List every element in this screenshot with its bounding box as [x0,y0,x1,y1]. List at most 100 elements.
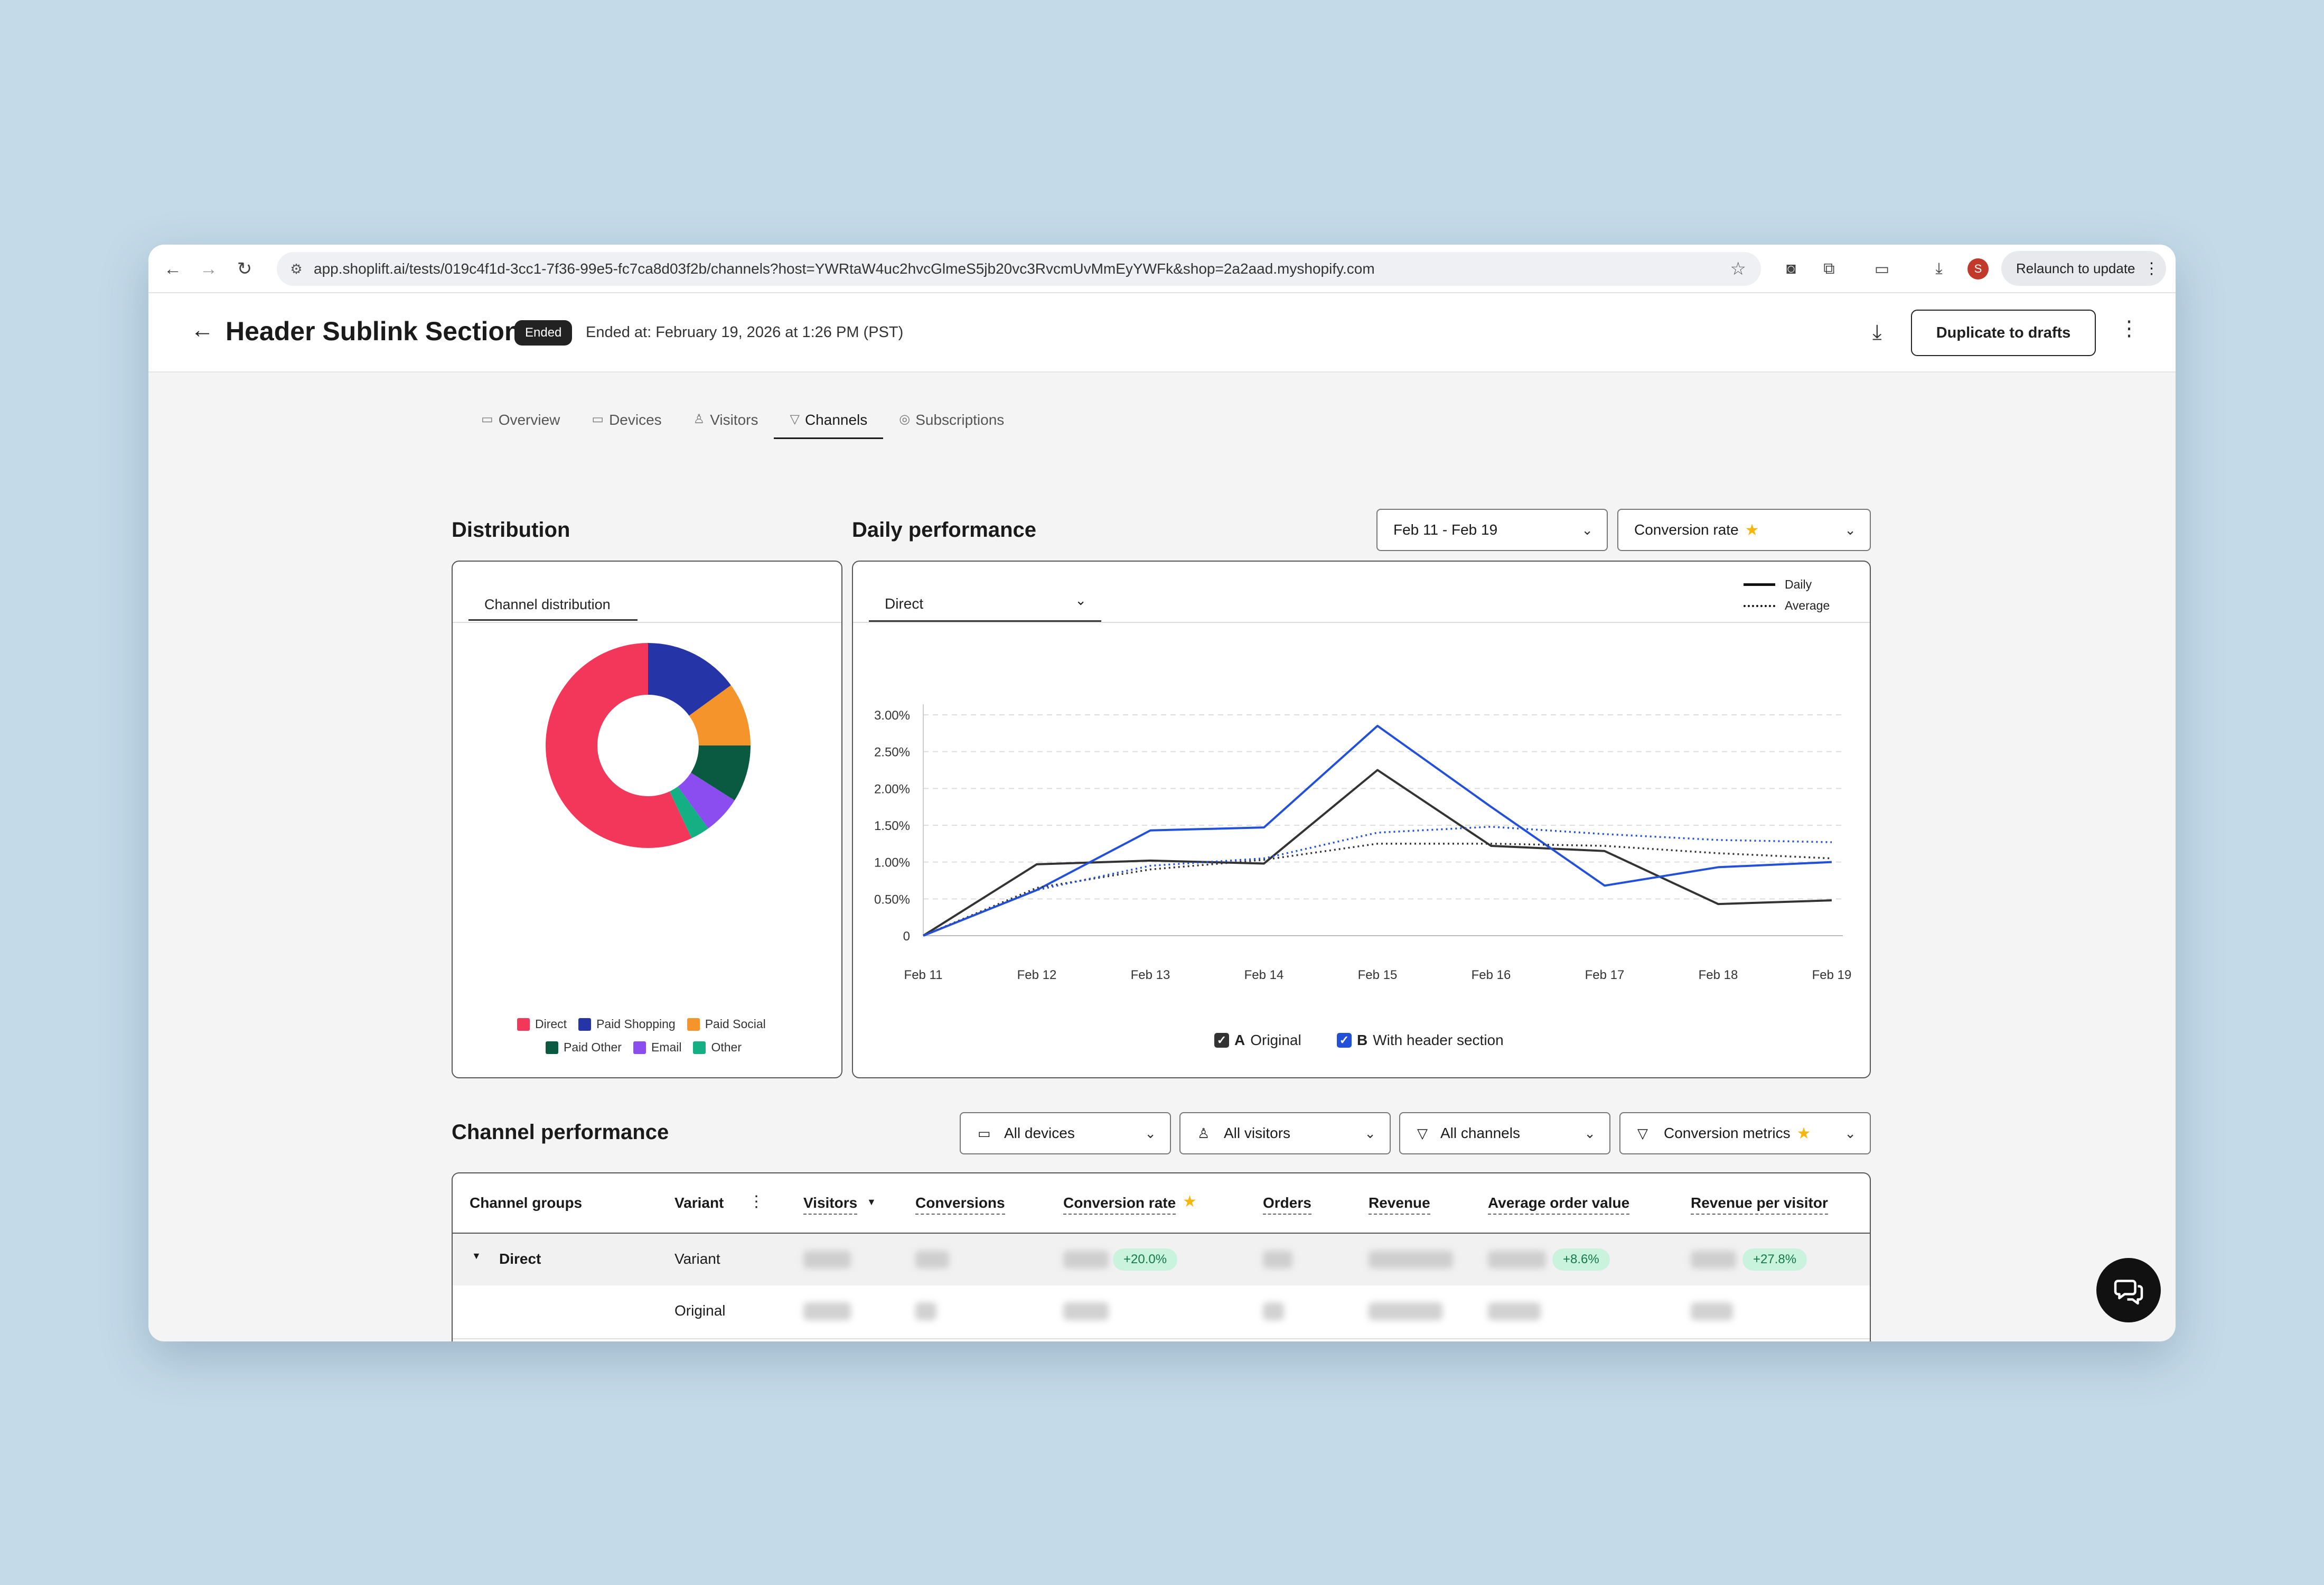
series-line-average-a[interactable] [923,843,1832,937]
legend-label: Paid Other [564,1040,622,1054]
duplicate-to-drafts-button[interactable]: Duplicate to drafts [1911,310,2096,356]
legend-swatch [578,1018,592,1031]
star-icon: ★ [1183,1193,1197,1210]
x-tick-label: Feb 17 [1585,968,1625,982]
tab-overview[interactable]: ▭ Overview [465,397,576,439]
extensions-icon[interactable]: ⧉ [1823,260,1835,277]
channel-select[interactable]: Direct ⌄ [869,592,1101,622]
cast-icon[interactable]: ▭ [1874,260,1890,278]
column-header-orders[interactable]: Orders [1263,1195,1311,1215]
page-title: Header Sublink Section [226,316,521,346]
variant-a-toggle[interactable]: ✓ A Original [1214,1032,1301,1049]
pie-slice-email[interactable] [678,772,735,828]
sort-desc-icon[interactable]: ▼ [867,1197,876,1207]
change-badge: +20.0% [1113,1248,1178,1271]
channel-performance-title: Channel performance [452,1121,669,1144]
change-badge: +27.8% [1742,1248,1807,1271]
metrics-filter-value: Conversion metrics [1664,1125,1791,1141]
column-header-visitors[interactable]: Visitors [803,1195,858,1215]
devices-icon: ▭ [978,1125,991,1141]
forward-icon[interactable]: → [200,258,218,279]
address-bar[interactable]: ⚙ app.shoplift.ai/tests/019c4f1d-3cc1-7f… [277,252,1761,286]
series-line-daily-b[interactable] [923,724,1832,937]
tab-label: Devices [609,412,662,428]
table-row[interactable]: ▼ Direct Variant +20.0% +8.6% +27.8% [453,1234,1870,1285]
legend-daily: Daily [1744,577,1812,592]
monitor-icon: ▭ [481,412,493,426]
legend-email: Email [633,1040,681,1055]
profile-avatar[interactable]: S [1967,258,1989,279]
tab-devices[interactable]: ▭ Devices [576,397,677,439]
variant-b-toggle[interactable]: ✓ B With header section [1337,1032,1504,1049]
daily-performance-card: Direct ⌄ Daily Average 0 0.50% 1.00% 1.50% 2… [852,561,1871,1078]
column-header-rpv[interactable]: Revenue per visitor [1691,1195,1828,1215]
back-icon[interactable]: ← [164,258,182,279]
solid-line-swatch [1744,583,1775,586]
download-icon[interactable]: ⤓ [1935,260,1943,277]
y-tick-label: 0.50% [874,892,910,907]
tab-label: Overview [498,412,560,428]
bookmark-star-icon[interactable]: ☆ [1730,259,1746,279]
chat-icon [2114,1280,2143,1305]
legend-swatch [517,1018,530,1031]
divider [453,622,841,623]
blurred-value [1488,1251,1546,1269]
metrics-filter[interactable]: ▽ Conversion metrics ★ ⌄ [1619,1112,1871,1154]
x-tick-label: Feb 12 [1017,968,1057,982]
channels-filter[interactable]: ▽ All channels ⌄ [1399,1112,1610,1154]
variant-a-letter: A [1234,1032,1245,1048]
chevron-down-icon: ⌄ [1145,1125,1156,1141]
column-header-conversion-rate[interactable]: Conversion rate [1063,1195,1176,1215]
change-badge: +8.6% [1552,1248,1610,1271]
blurred-value [1063,1302,1109,1320]
y-tick-label: 2.50% [874,745,910,760]
chevron-down-icon: ⌄ [1584,1125,1596,1141]
tab-channels[interactable]: ▽ Channels [774,397,884,439]
devices-filter[interactable]: ▭ All devices ⌄ [960,1112,1171,1154]
row-divider [453,1338,1870,1339]
series-line-daily-a[interactable] [922,769,1832,937]
url-text[interactable]: app.shoplift.ai/tests/019c4f1d-3cc1-7f36… [314,260,1375,277]
daily-performance-title: Daily performance [852,518,1037,542]
channels-filter-value: All channels [1440,1125,1520,1141]
export-download-icon[interactable]: ⤓ [1872,321,1882,344]
pie-slice-paid-other[interactable] [691,745,751,800]
metric-value: Conversion rate [1634,521,1739,538]
star-icon: ★ [1796,1124,1811,1142]
daily-line-chart: 0 0.50% 1.00% 1.50% 2.00% 2.50% 3.00% Feb 11 Feb… [874,704,1851,982]
column-header-conversions[interactable]: Conversions [915,1195,1005,1215]
back-arrow-icon[interactable]: ← [191,317,214,343]
pie-slice-other[interactable] [669,786,709,838]
camera-icon[interactable]: ◙ [1786,260,1796,277]
column-header-revenue[interactable]: Revenue [1369,1195,1430,1215]
y-tick-label: 1.00% [874,856,910,870]
visitors-filter[interactable]: ♙ All visitors ⌄ [1179,1112,1391,1154]
pie-slice-paid-social[interactable] [689,685,751,745]
channel-distribution-tab[interactable]: Channel distribution [468,596,638,621]
legend-swatch [633,1041,646,1054]
x-tick-label: Feb 18 [1699,968,1738,982]
legend-swatch [687,1018,700,1031]
more-options-icon[interactable]: ⋮ [2119,317,2140,340]
relaunch-button[interactable]: Relaunch to update ⋮ [2001,251,2166,286]
pie-slice-direct[interactable] [546,643,692,848]
pie-slice-paid-shopping[interactable] [648,643,731,716]
reload-icon[interactable]: ↻ [237,259,252,279]
blurred-value [803,1251,851,1269]
distribution-card: Channel distribution Direct Paid Shoppin… [452,561,842,1078]
chat-support-button[interactable] [2096,1258,2161,1322]
metric-select[interactable]: Conversion rate ★ ⌄ [1617,509,1871,551]
browser-window: ← → ↻ ⚙ app.shoplift.ai/tests/019c4f1d-3… [148,245,2176,1341]
channel-performance-table: Channel groups Variant ⋮ Visitors ▼ Conv… [452,1172,1871,1341]
blurred-value [915,1251,949,1269]
tab-visitors[interactable]: ♙ Visitors [678,397,774,439]
table-row[interactable]: Original [453,1285,1870,1337]
collapse-caret-icon[interactable]: ▼ [472,1251,481,1261]
date-range-select[interactable]: Feb 11 - Feb 19 ⌄ [1376,509,1608,551]
legend-direct: Direct [517,1017,567,1031]
site-settings-icon[interactable]: ⚙ [290,260,303,277]
tab-subscriptions[interactable]: ◎ Subscriptions [883,397,1020,439]
column-header-aov[interactable]: Average order value [1488,1195,1630,1215]
column-options-icon[interactable]: ⋮ [748,1193,764,1210]
variant-a-label: Original [1250,1032,1301,1048]
